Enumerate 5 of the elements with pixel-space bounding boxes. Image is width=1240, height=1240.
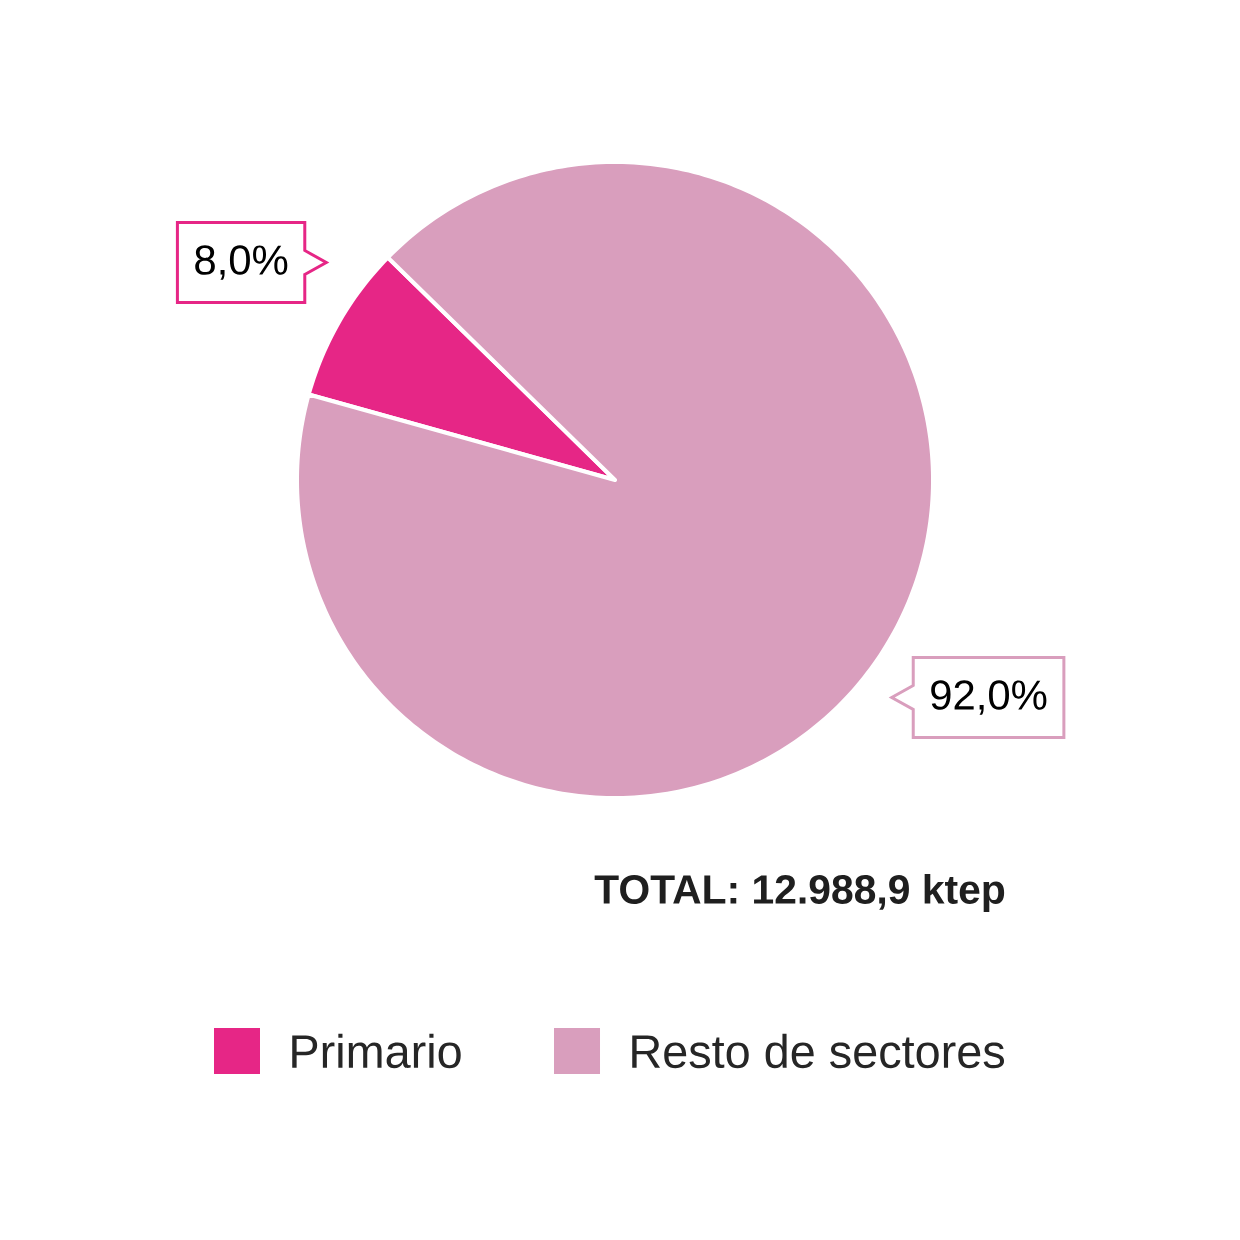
data-label: 92,0% (931, 680, 1047, 715)
text: TOTAL: 12.988,9 ktep (594, 873, 1005, 913)
legend-label: Resto de sectores (632, 1033, 1005, 1069)
legend-label: Primario (292, 1033, 461, 1069)
data-label: 8,0% (195, 245, 288, 280)
